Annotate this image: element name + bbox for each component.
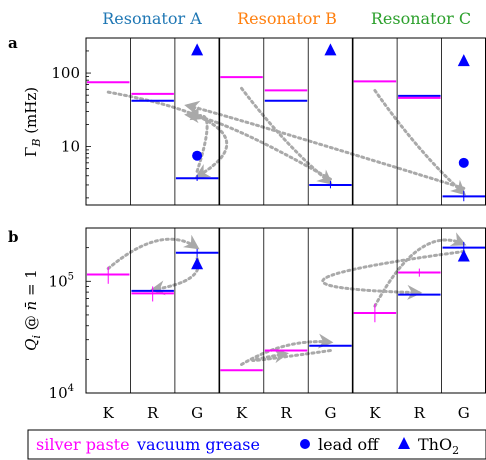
transition-arrow <box>251 348 332 364</box>
transition-arrow <box>189 105 209 173</box>
panel-a-ticks: 10 100 <box>51 37 91 199</box>
category-label-k: K <box>236 404 248 422</box>
lead-off-marker <box>192 150 203 161</box>
panel-a-arrows <box>106 86 467 196</box>
resonator-title-c: Resonator C <box>371 9 471 28</box>
legend-lead-off-marker <box>300 439 310 449</box>
y-tick-label: 100 <box>51 64 80 82</box>
legend-tho2-marker <box>398 437 410 449</box>
category-label-r: R <box>414 404 426 422</box>
y-tick-label: 10 <box>61 138 80 156</box>
transition-arrow <box>240 333 334 366</box>
panel-b-levels <box>87 241 485 372</box>
legend: silver paste vacuum grease lead off ThO2 <box>27 429 486 460</box>
panel-frame <box>85 227 486 394</box>
panel-a-markers <box>191 43 470 168</box>
panel-b-ylabel: Qi @ n̄ = 1 <box>22 269 43 351</box>
panel-a-frame <box>85 37 486 206</box>
panel-label-b: b <box>8 228 19 246</box>
category-label-g: G <box>324 404 336 422</box>
transition-arrow <box>184 108 332 181</box>
transition-arrow <box>321 249 466 300</box>
y-tick-exponent: 5 <box>68 271 74 282</box>
y-tick-base: 10 <box>49 384 68 402</box>
transition-arrow <box>373 88 467 196</box>
panel-a-ylabel: ΓB (mHz) <box>22 87 43 157</box>
panel-a-levels <box>87 76 485 202</box>
category-label-k: K <box>369 404 381 422</box>
panel-frame <box>85 37 486 206</box>
category-label-g: G <box>458 404 470 422</box>
tho2-marker <box>457 54 470 67</box>
tho2-marker <box>191 43 204 56</box>
panel-b-arrows <box>106 232 467 366</box>
transition-arrow <box>149 256 200 296</box>
legend-box <box>27 429 486 460</box>
category-label-k: K <box>103 404 115 422</box>
legend-vacuum-grease: vacuum grease <box>136 435 260 454</box>
tho2-marker <box>191 257 204 270</box>
panel-b-markers <box>191 249 470 270</box>
legend-silver-paste: silver paste <box>36 435 130 454</box>
column-titles: Resonator A Resonator B Resonator C <box>102 9 471 28</box>
transition-arrow <box>373 232 467 308</box>
category-label-r: R <box>147 404 159 422</box>
panel-label-a: a <box>8 34 18 52</box>
transition-arrow <box>106 90 229 179</box>
panel-a: 10 100 ΓB (mHz) <box>22 37 486 206</box>
y-tick-label: 104 <box>49 383 74 402</box>
y-tick-exponent: 4 <box>68 383 74 394</box>
lead-off-marker <box>458 157 469 168</box>
resonator-title-b: Resonator B <box>237 9 337 28</box>
y-tick-label: 105 <box>49 271 74 290</box>
transition-arrow <box>184 100 466 190</box>
y-tick-base: 10 <box>49 272 68 290</box>
resonator-title-a: Resonator A <box>102 9 202 28</box>
panel-b-frame <box>85 227 486 394</box>
category-label-g: G <box>191 404 203 422</box>
legend-tho2: ThO2 <box>418 435 459 457</box>
gamma-subscript: B <box>30 139 43 148</box>
transition-arrow <box>106 234 200 271</box>
legend-tho2-sub: 2 <box>452 444 459 457</box>
tho2-marker <box>457 249 470 262</box>
tho2-marker <box>324 43 337 56</box>
transition-arrow <box>240 86 333 185</box>
category-label-r: R <box>280 404 292 422</box>
legend-lead-off: lead off <box>318 435 380 454</box>
